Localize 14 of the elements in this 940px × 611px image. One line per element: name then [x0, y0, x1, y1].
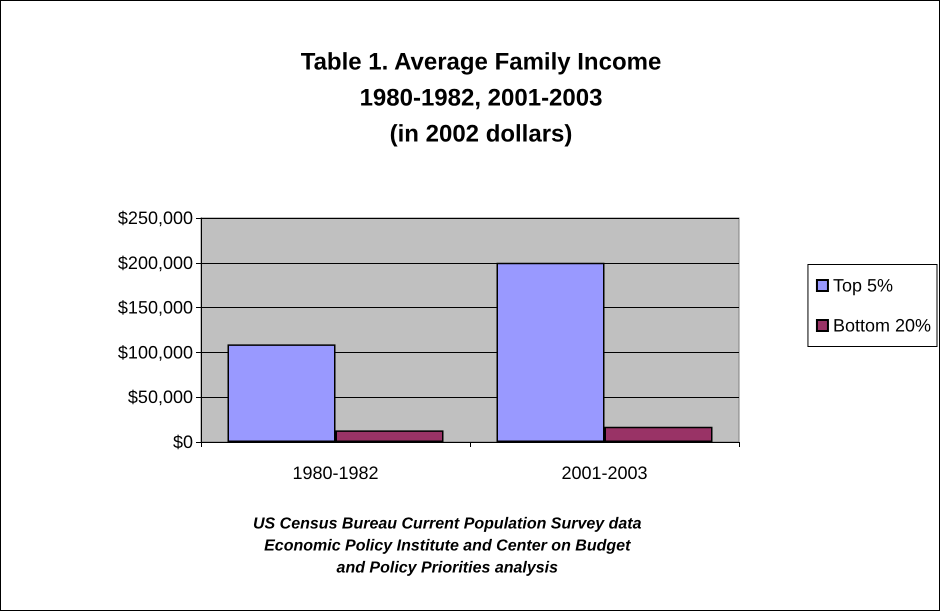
legend-label: Bottom 20%	[832, 316, 932, 336]
x-tick-label: 1980-1982	[292, 463, 379, 483]
y-tick-label: $50,000	[128, 387, 193, 408]
chart-title: Table 1. Average Family Income 1980-1982, 2001-2003 (in 2002 dollars)	[300, 48, 662, 148]
y-tick-label: $150,000	[118, 298, 193, 318]
legend-label: Top 5%	[832, 276, 893, 296]
text: and Policy Priorities analysis	[336, 560, 558, 576]
text: Economic Policy Institute and Center on Budget	[264, 538, 632, 554]
y-tick-label: $0	[172, 432, 193, 452]
y-tick-label: $250,000	[118, 208, 193, 228]
text: US Census Bureau Current Population Survey data	[252, 516, 642, 532]
y-tick-label: $100,000	[118, 342, 193, 362]
y-tick-label: $200,000	[118, 252, 193, 273]
x-tick-label: 2001-2003	[561, 463, 648, 483]
